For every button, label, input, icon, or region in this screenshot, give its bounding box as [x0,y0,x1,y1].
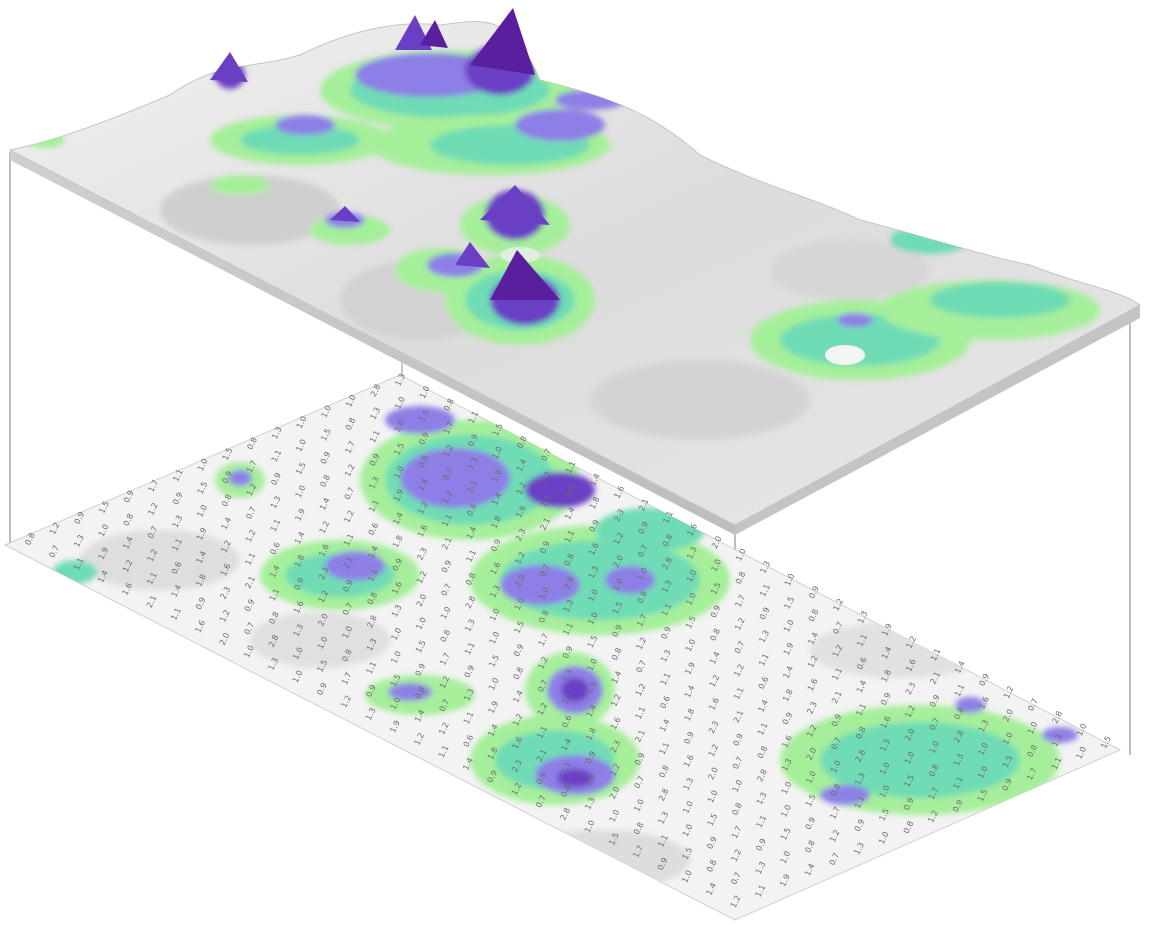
peak-minor-1 [455,242,490,268]
peak-tallest [470,8,535,75]
surface-side-left [10,150,735,535]
contour-fills [53,406,1078,890]
bottom-contour-map: 0.80.71.11.41.62.11.11.62.01.01.31.00.91… [3,372,1122,921]
surface-side-right [735,305,1140,535]
surface-3d [8,8,1141,535]
peak-front [490,250,560,300]
contour-map-plane [3,374,1122,921]
peak-twin-right [420,20,448,48]
peak-small-left [210,52,248,82]
surface-peaks [210,8,560,300]
peak-middle [480,185,550,225]
peak-minor-2 [330,206,360,222]
